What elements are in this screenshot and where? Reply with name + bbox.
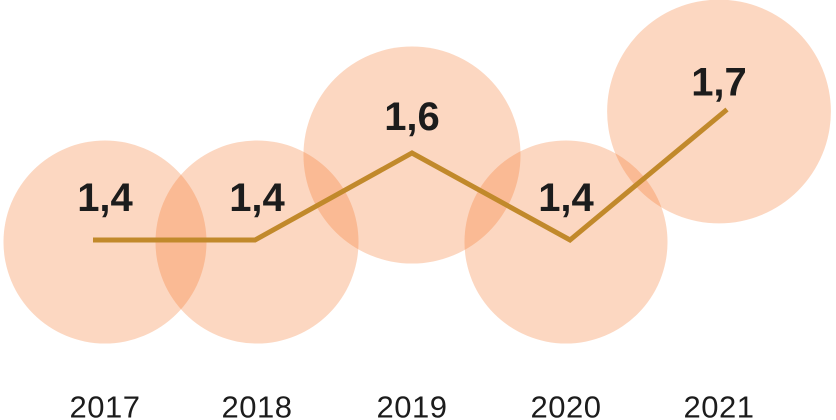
year-label-2021: 2021 [684, 390, 755, 420]
value-label-2017: 1,4 [77, 176, 133, 220]
year-label-2019: 2019 [377, 390, 448, 420]
value-label-2018: 1,4 [229, 176, 285, 220]
year-label-2020: 2020 [531, 390, 602, 420]
trend-line [93, 107, 729, 244]
bubble-2021 [607, 0, 831, 224]
value-label-2021: 1,7 [691, 61, 747, 105]
bubble-2020 [464, 140, 668, 344]
year-label-2017: 2017 [70, 390, 141, 420]
value-label-2019: 1,6 [384, 95, 440, 139]
value-label-2020: 1,4 [538, 176, 594, 220]
bubble-2018 [155, 140, 359, 344]
year-label-2018: 2018 [222, 390, 293, 420]
